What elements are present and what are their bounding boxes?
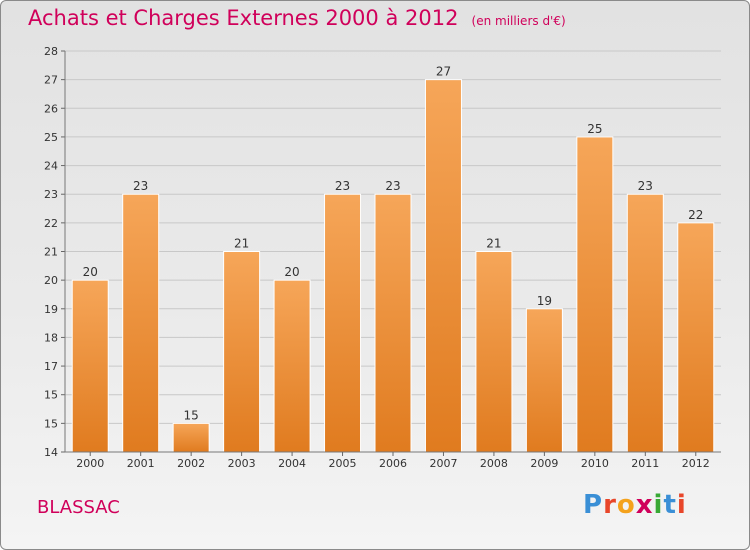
data-label: 25 xyxy=(587,122,602,136)
axes: 14 15 15 17 18 19 20 21 22 23 24 25 26 27 28 2000 2001 20… xyxy=(44,45,721,470)
data-label: 21 xyxy=(234,237,249,251)
chart-title: Achats et Charges Externes 2000 à 2012 (… xyxy=(28,6,566,30)
logo-letter: t xyxy=(663,490,677,520)
proxiti-logo: Proxiti xyxy=(583,490,687,520)
x-tick-label: 2000 xyxy=(76,457,104,470)
y-tick-label: 15 xyxy=(44,417,58,430)
y-tick-label: 25 xyxy=(44,131,58,144)
city-name: BLASSAC xyxy=(37,497,120,518)
x-tick-label: 2006 xyxy=(379,457,407,470)
x-tick-label: 2003 xyxy=(228,457,256,470)
x-tick-label: 2011 xyxy=(631,457,659,470)
data-label: 27 xyxy=(436,65,451,79)
title-unit: (en milliers d'€) xyxy=(471,14,566,28)
x-tick-label: 2001 xyxy=(127,457,155,470)
y-tick-label: 26 xyxy=(44,102,58,115)
logo-letter: x xyxy=(635,490,654,520)
y-tick-label: 21 xyxy=(44,246,58,259)
data-label: 20 xyxy=(284,265,299,279)
y-tick-label: 24 xyxy=(44,160,58,173)
bar xyxy=(223,251,261,453)
logo-letter: r xyxy=(603,490,617,520)
bar xyxy=(677,222,715,453)
bar xyxy=(475,251,513,453)
y-tick-label: 17 xyxy=(44,360,58,373)
y-tick-label: 14 xyxy=(44,446,58,459)
x-tick-label: 2004 xyxy=(278,457,306,470)
data-label: 19 xyxy=(537,294,552,308)
y-tick-label: 22 xyxy=(44,217,58,230)
x-tick-label: 2008 xyxy=(480,457,508,470)
y-tick-label: 19 xyxy=(44,303,58,316)
data-label: 23 xyxy=(133,179,148,193)
logo-letter: i xyxy=(676,490,687,520)
y-tick-label: 15 xyxy=(44,389,58,402)
x-tick-label: 2007 xyxy=(429,457,457,470)
bar xyxy=(374,193,412,453)
bar xyxy=(626,193,664,453)
x-tick-label: 2005 xyxy=(329,457,357,470)
bar xyxy=(172,422,210,453)
x-tick-label: 2002 xyxy=(177,457,205,470)
bar xyxy=(122,193,160,453)
x-tick-label: 2009 xyxy=(530,457,558,470)
bar xyxy=(273,279,311,453)
y-tick-label: 27 xyxy=(44,74,58,87)
title-main: Achats et Charges Externes 2000 à 2012 xyxy=(28,6,459,30)
data-label: 20 xyxy=(83,265,98,279)
data-label: 23 xyxy=(385,179,400,193)
bar xyxy=(71,279,109,453)
bar xyxy=(324,193,362,453)
x-tick-label: 2010 xyxy=(581,457,609,470)
data-label: 21 xyxy=(486,237,501,251)
logo-letter: o xyxy=(616,490,636,520)
logo-letter: i xyxy=(653,490,664,520)
bars: 20 23 15 21 20 23 23 27 21 19 25 23 22 xyxy=(71,65,715,453)
y-tick-label: 18 xyxy=(44,331,58,344)
logo-letter: P xyxy=(583,490,604,520)
y-tick-label: 28 xyxy=(44,45,58,58)
data-label: 23 xyxy=(638,179,653,193)
bar xyxy=(424,79,462,453)
data-label: 22 xyxy=(688,208,703,222)
bar xyxy=(525,308,563,453)
data-label: 15 xyxy=(184,408,199,422)
y-tick-label: 23 xyxy=(44,188,58,201)
data-label: 23 xyxy=(335,179,350,193)
y-tick-label: 20 xyxy=(44,274,58,287)
x-tick-label: 2012 xyxy=(682,457,710,470)
bar xyxy=(576,136,614,453)
